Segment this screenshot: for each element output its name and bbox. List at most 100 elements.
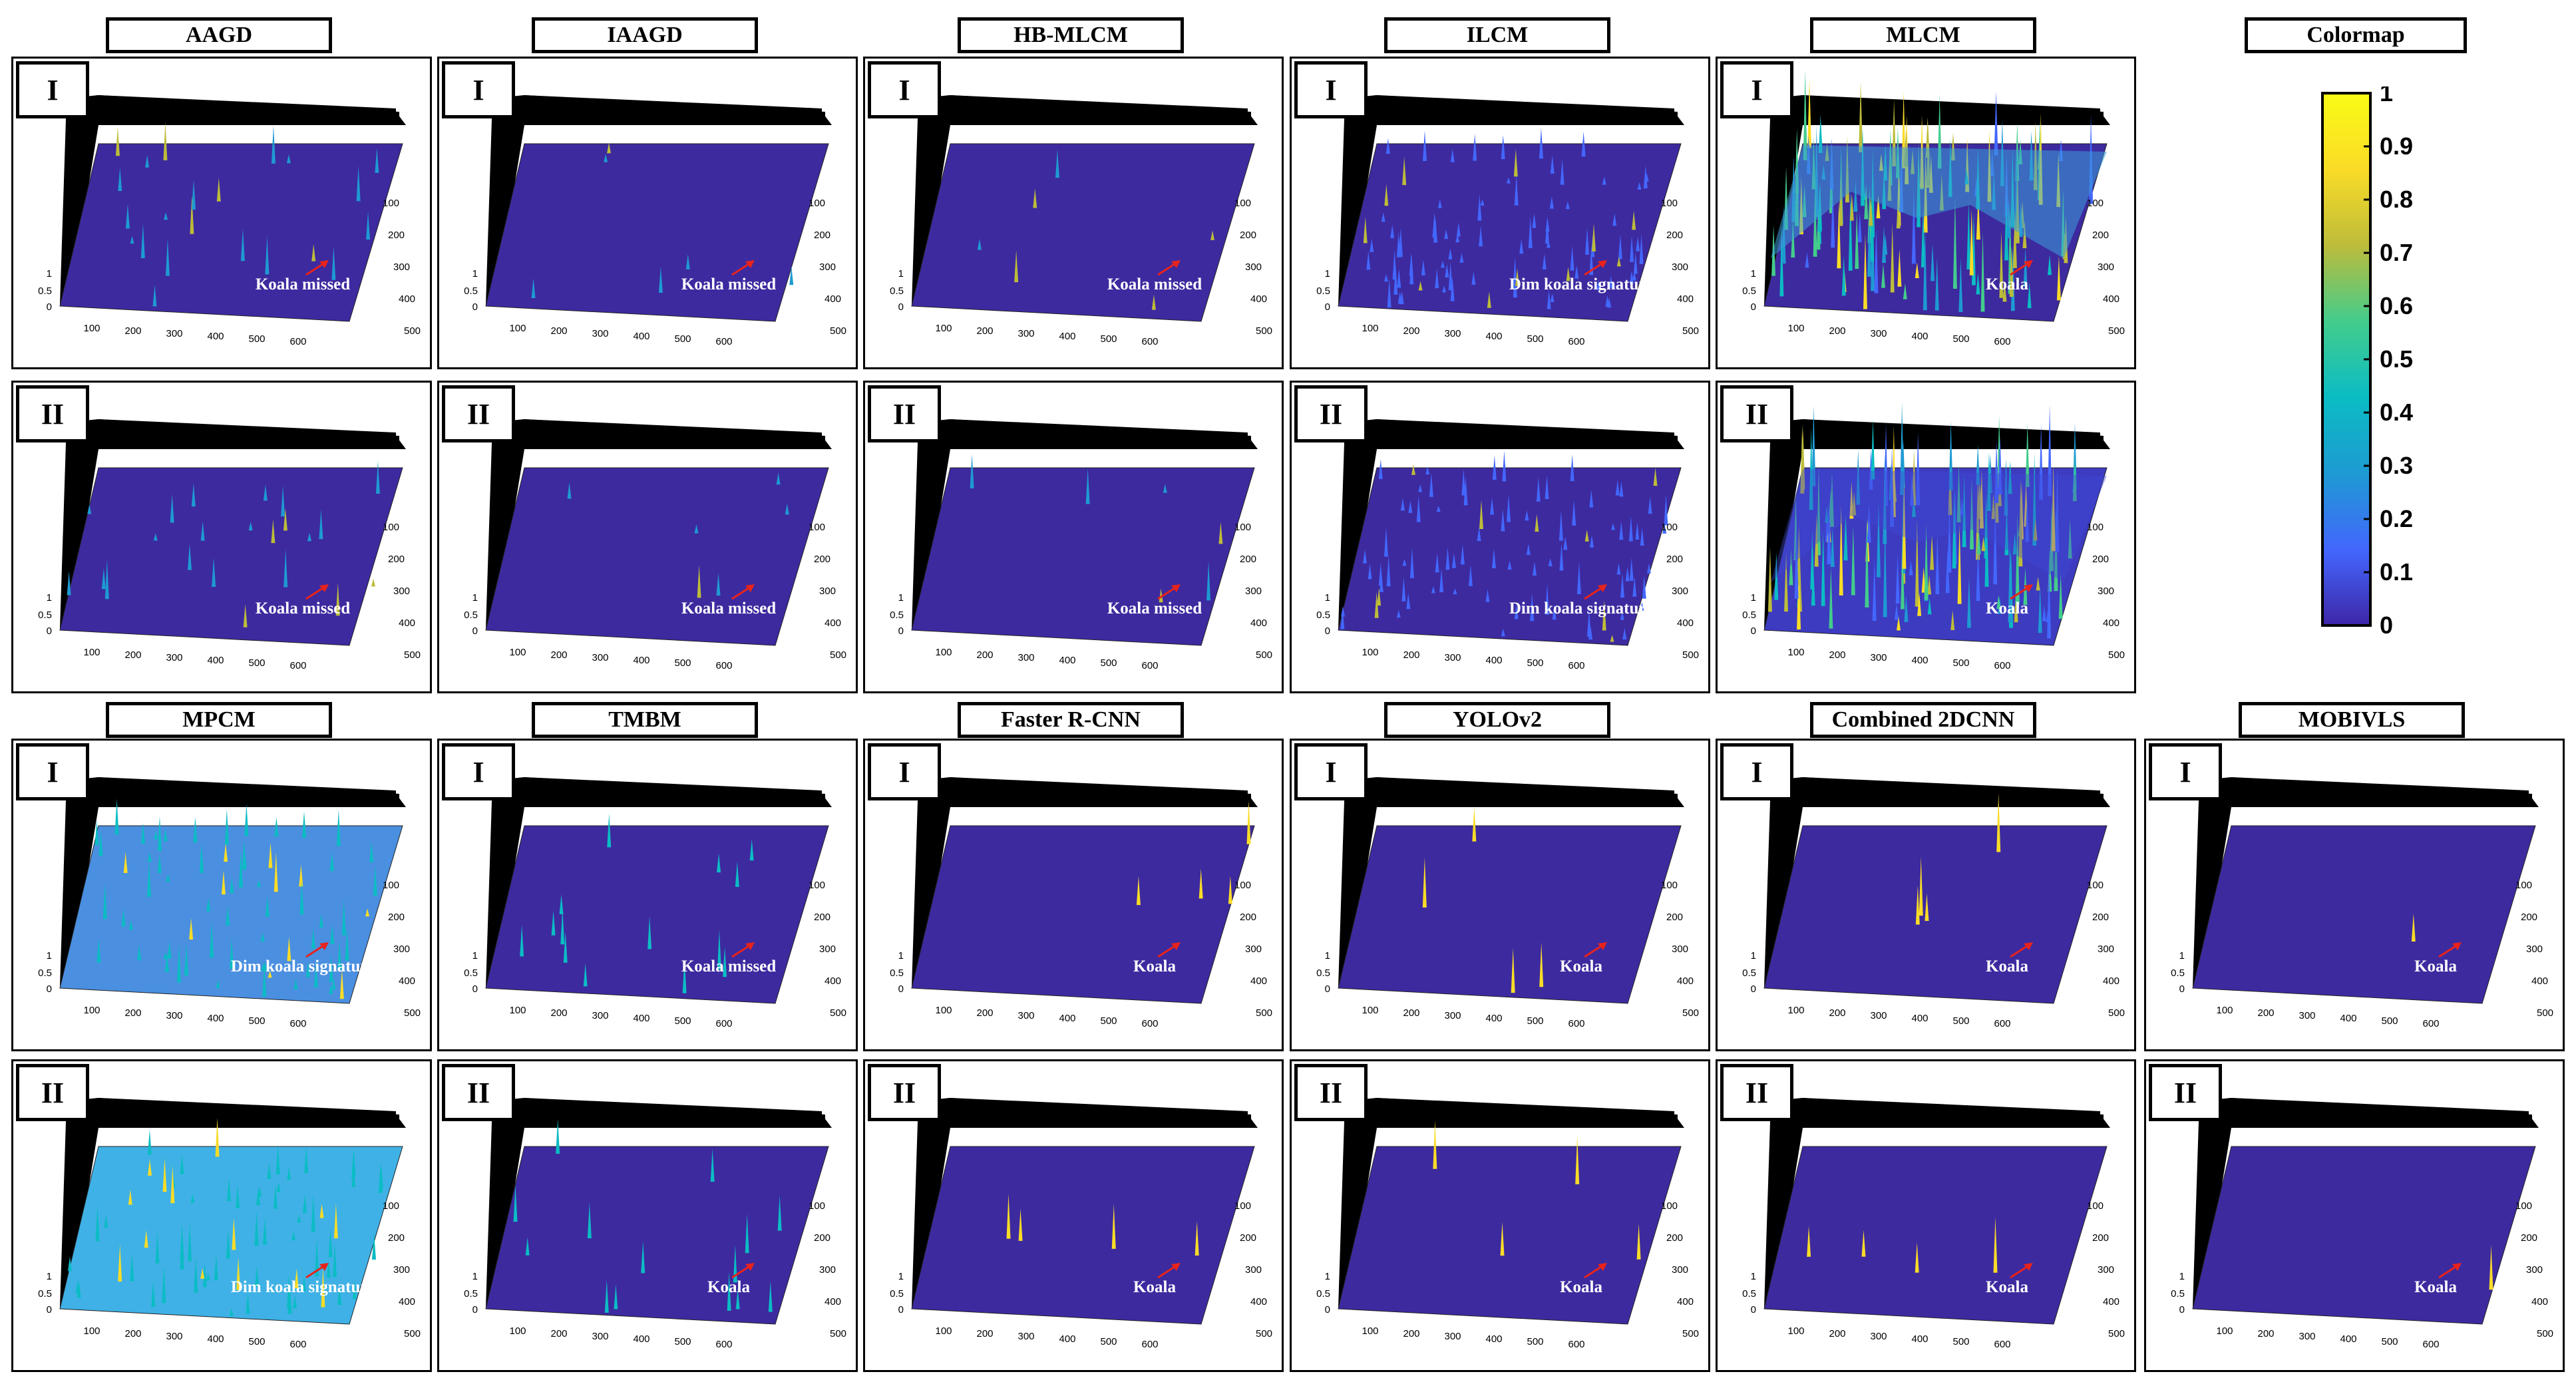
response-peak [118,167,122,192]
response-peak [1111,1204,1116,1249]
response-peak [1803,69,1807,160]
y-tick-label: 500 [1256,325,1272,337]
response-peak [1525,510,1529,521]
response-peak [1439,568,1444,593]
panel-label: II [442,1064,515,1121]
annotation-label: Dim koala signature [231,1278,375,1296]
z-tick-label: 1 [472,1271,478,1282]
response-peak [723,946,727,977]
z-tick-label: 0 [472,301,478,313]
y-tick-label: 400 [1250,1296,1267,1307]
response-peak [1909,560,1913,576]
response-peak [1910,471,1915,506]
x-tick-label: 500 [1100,1336,1117,1347]
response-peak [1664,494,1668,526]
response-peak [1408,500,1413,513]
response-peak [170,1165,175,1204]
x-tick-label: 300 [1870,652,1887,663]
response-peak [1136,876,1141,906]
response-peak [1962,473,1966,548]
y-tick-label: 200 [1240,912,1256,923]
response-peak [2038,586,2042,633]
surface-plot-ilcm-1: I 0 0.5 1 100 200 300 400 500 600 100 200 300 400 500 D… [1290,57,1710,369]
x-tick-label: 400 [633,331,649,342]
response-peak [1980,232,1985,312]
x-tick-label: 300 [1017,1331,1034,1342]
surface-plot-canvas: 0 0.5 1 100 200 300 400 500 600 100 200 300 400 500 Di… [1316,95,1699,347]
z-tick-label: 0.5 [1316,609,1330,621]
panel-label: I [1294,61,1368,118]
x-tick-label: 100 [935,323,952,334]
response-peak [128,920,133,930]
y-tick-label: 100 [1661,198,1678,209]
x-tick-label: 600 [1141,660,1158,671]
y-tick-label: 500 [830,1007,846,1019]
method-title: MPCM [106,702,332,738]
response-peak [716,572,721,596]
response-peak [1195,1221,1199,1256]
response-peak [1923,226,1927,311]
response-peak [1514,604,1519,619]
response-peak [335,582,340,616]
x-tick-label: 400 [1485,655,1502,666]
response-peak [1589,490,1594,508]
response-peak [1570,246,1574,271]
response-peak [1492,455,1497,480]
response-peak [1401,577,1406,602]
response-peak [1418,281,1423,291]
y-tick-label: 200 [388,230,405,241]
response-peak [1507,560,1512,570]
response-peak [148,1159,152,1176]
response-peak [2055,467,2060,553]
panel-label: II [1294,385,1368,442]
response-peak [1839,174,1843,226]
response-peak [1620,611,1624,620]
response-peak [735,1288,740,1309]
y-tick-label: 400 [2103,617,2119,629]
x-tick-label: 100 [2216,1325,2233,1337]
y-tick-label: 500 [404,325,421,337]
response-peak [287,1166,291,1180]
y-tick-label: 300 [2098,261,2114,273]
surface-plot-canvas: 0 0.5 1 100 200 300 400 500 600 100 200 300 400 500 Di… [38,1098,421,1350]
response-peak [193,817,198,843]
response-peak [144,1230,148,1248]
response-peak [1993,1216,1998,1273]
annotation-label: Koala [1560,1278,1602,1296]
response-peak [118,1244,122,1282]
annotation-arrow [305,261,325,276]
response-peak [1653,467,1658,486]
x-tick-label: 200 [976,1328,993,1339]
response-peak [1869,449,1873,490]
response-peak [1477,527,1481,541]
y-tick-label: 200 [1666,1232,1683,1244]
response-peak [1927,575,1932,595]
response-peak [1552,604,1557,620]
x-tick-label: 200 [550,1007,567,1019]
annotation-arrow [1584,944,1604,958]
response-peak [1500,1222,1505,1256]
y-tick-label: 300 [393,944,410,955]
annotation-arrow [1157,261,1177,276]
surface-floor [1338,1146,1682,1325]
response-peak [1646,564,1651,574]
y-tick-label: 100 [2087,1200,2104,1212]
x-tick-label: 200 [2257,1328,2274,1339]
response-peak [583,963,588,987]
x-tick-label: 300 [592,1331,608,1342]
annotation-arrow [2010,1264,2030,1279]
response-peak [1409,548,1414,578]
response-peak [2004,458,2008,516]
response-peak [1807,79,1812,148]
y-tick-label: 200 [2521,1232,2537,1244]
response-peak [351,1169,356,1188]
response-peak [206,898,211,912]
surface-plot-hb-mlcm-1: I 0 0.5 1 100 200 300 400 500 600 100 200 300 400 500 K… [863,57,1284,369]
response-peak [1857,212,1862,242]
response-peak [1947,502,1952,573]
response-peak [789,266,794,285]
response-peak [735,861,739,887]
y-tick-label: 500 [404,1328,421,1339]
response-peak [369,842,374,862]
annotation-arrow [731,261,751,276]
